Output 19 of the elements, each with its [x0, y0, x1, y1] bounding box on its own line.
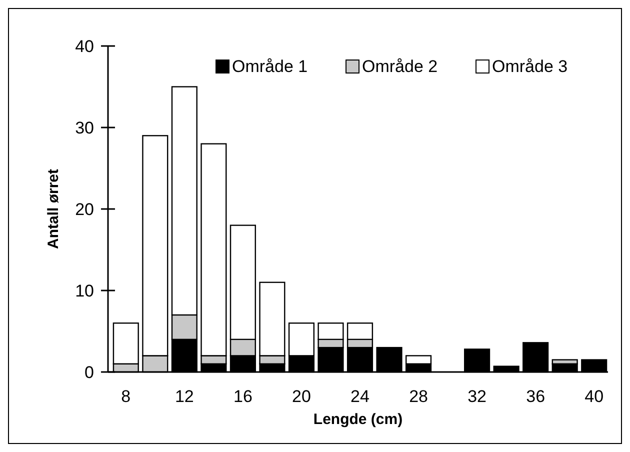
y-tick-label: 40	[75, 36, 94, 56]
y-axis-title: Antall ørret	[45, 168, 62, 250]
x-tick-label: 24	[350, 387, 370, 406]
y-tick-label: 10	[75, 281, 94, 300]
legend-label: Område 2	[362, 56, 438, 76]
x-tick-label: 32	[468, 387, 487, 406]
x-tick-label: 40	[584, 387, 604, 406]
x-tick-label: 28	[409, 387, 428, 406]
x-tick-label: 20	[292, 387, 311, 406]
legend-label: Område 1	[232, 56, 308, 76]
y-tick-label: 30	[75, 118, 94, 138]
x-axis-title: Lengde (cm)	[313, 411, 403, 428]
x-tick-label: 16	[233, 387, 252, 406]
x-tick-label: 8	[121, 387, 131, 406]
y-tick-label: 0	[84, 362, 94, 382]
legend-label: Område 3	[492, 56, 568, 76]
x-tick-label: 12	[174, 387, 194, 406]
y-tick-label: 20	[75, 200, 94, 219]
x-tick-label: 36	[526, 387, 546, 406]
